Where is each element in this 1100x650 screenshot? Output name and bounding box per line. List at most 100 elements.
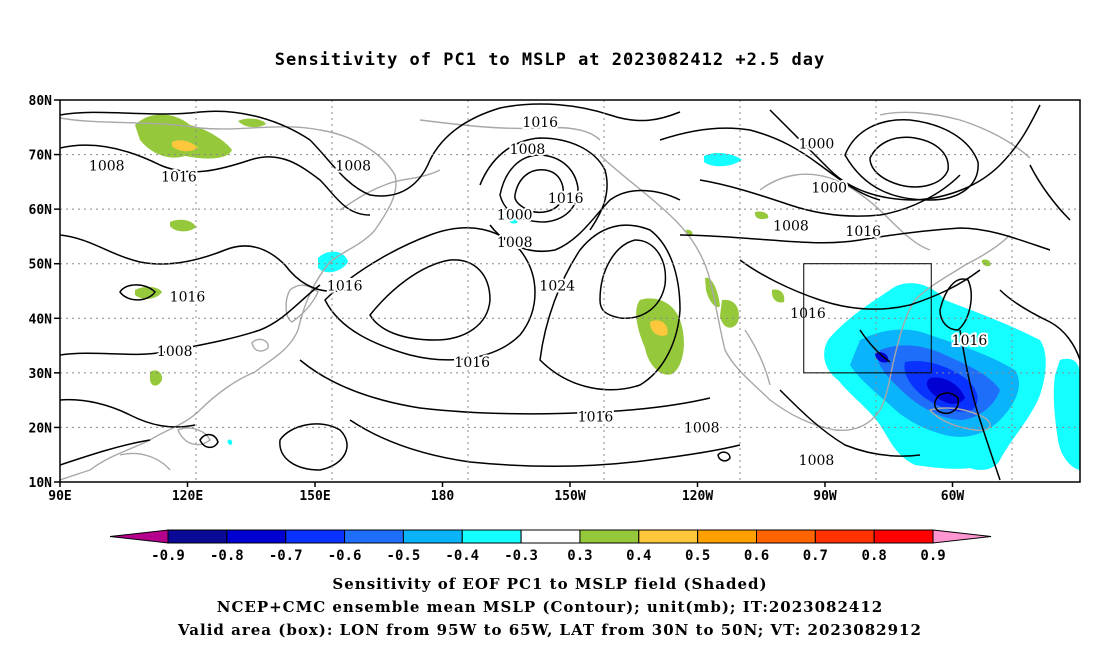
contour-label: 1016 xyxy=(170,289,206,305)
colorbar-swatch xyxy=(285,529,346,544)
isobar xyxy=(1029,164,1071,221)
isobar xyxy=(679,227,1051,251)
colorbar-swatch xyxy=(638,529,699,544)
contour-label: 1016 xyxy=(952,333,988,349)
shade-positive xyxy=(172,140,198,152)
coastline xyxy=(177,427,211,446)
contour-label: 1000 xyxy=(799,137,835,153)
lat-tick-label: 60N xyxy=(29,203,53,218)
shade-positive xyxy=(135,114,232,159)
shade-negative xyxy=(1053,358,1080,470)
caption-line-2: NCEP+CMC ensemble mean MSLP (Contour); u… xyxy=(216,598,884,616)
colorbar-swatch xyxy=(461,529,522,544)
lat-tick-label: 80N xyxy=(29,94,53,109)
isobar xyxy=(514,169,564,213)
colorbar-swatch xyxy=(697,529,758,544)
contour-label: 1016 xyxy=(548,191,584,207)
colorbar-label: -0.3 xyxy=(504,548,538,564)
contour-label: 1016 xyxy=(845,224,881,240)
colorbar-label: 0.7 xyxy=(803,548,828,564)
colorbar-label: -0.8 xyxy=(210,548,244,564)
contour-label: 1008 xyxy=(799,453,835,469)
colorbar-low-triangle xyxy=(109,529,169,544)
colorbar-label: -0.7 xyxy=(269,548,303,564)
colorbar-swatch xyxy=(344,529,404,544)
colorbar-swatch xyxy=(579,529,640,544)
contour-label: 1008 xyxy=(510,142,546,158)
shade-positive xyxy=(754,211,769,220)
colorbar-swatch xyxy=(402,529,463,544)
isobar xyxy=(499,154,579,223)
coastline xyxy=(251,338,269,352)
page-title: Sensitivity of PC1 to MSLP at 2023082412… xyxy=(274,50,826,70)
lon-tick-label: 120W xyxy=(682,489,713,504)
grid-layer xyxy=(60,100,1080,482)
isobar xyxy=(324,227,536,361)
coastline xyxy=(879,111,1031,159)
isobar xyxy=(659,127,881,201)
shade-positive xyxy=(981,259,991,267)
isobar xyxy=(959,329,1001,481)
caption-line-1: Sensitivity of EOF PC1 to MSLP field (Sh… xyxy=(332,575,768,593)
contour-label: 1008 xyxy=(684,420,720,436)
lon-tick-label: 180 xyxy=(431,489,455,504)
colorbar-label: 0.3 xyxy=(567,548,592,564)
coastline xyxy=(419,119,601,141)
colorbar-label: 0.6 xyxy=(744,548,769,564)
colorbar-label: 0.9 xyxy=(920,548,945,564)
shade-positive xyxy=(650,320,668,336)
isobar xyxy=(60,110,431,197)
isobar xyxy=(60,284,321,356)
lon-tick-label: 90W xyxy=(813,489,837,504)
lon-tick-label: 120E xyxy=(172,489,203,504)
shade-positive xyxy=(720,299,739,328)
caption-line-3: Valid area (box): LON from 95W to 65W, L… xyxy=(178,621,922,639)
lon-tick-label: 90E xyxy=(48,489,71,504)
isobar xyxy=(779,389,921,457)
coastline xyxy=(339,169,441,211)
isobar xyxy=(60,144,371,216)
contour-label: 1008 xyxy=(773,219,809,235)
contour-label: 1016 xyxy=(578,410,614,426)
lat-tick-label: 70N xyxy=(29,149,53,164)
shade-positive xyxy=(636,298,684,375)
isobar xyxy=(539,224,681,391)
isobar xyxy=(279,423,348,471)
isobar xyxy=(939,278,972,331)
coastline-layer xyxy=(60,111,1031,481)
colorbar-swatch xyxy=(873,529,934,544)
colorbar: -0.9 -0.8 -0.7 -0.6 -0.5 -0.4 -0.3 0.3 0.4 0.5 0.6… xyxy=(109,529,992,564)
lon-tick-label: 60W xyxy=(941,489,965,504)
colorbar-swatch xyxy=(520,529,581,544)
colorbar-swatch xyxy=(167,529,228,544)
isobar xyxy=(489,189,681,252)
lat-tick-label: 40N xyxy=(29,312,53,327)
isobar xyxy=(199,433,219,449)
valid-area-box xyxy=(803,263,932,374)
isobar xyxy=(739,259,981,310)
isobar xyxy=(60,439,151,466)
colorbar-swatch xyxy=(814,529,875,544)
shade-positive xyxy=(238,118,266,128)
colorbar-label: -0.4 xyxy=(445,548,479,564)
valid-area-box-layer xyxy=(803,263,932,374)
colorbar-high-triangle xyxy=(932,529,992,544)
contour-label: 1008 xyxy=(157,344,193,360)
lon-tick-label: 150W xyxy=(554,489,585,504)
colorbar-label: -0.6 xyxy=(328,548,362,564)
shade-negative xyxy=(507,214,518,224)
isobar xyxy=(349,419,741,468)
isobar xyxy=(934,392,959,414)
colorbar-swatch xyxy=(226,529,287,544)
isobar xyxy=(859,329,891,363)
shade-positive xyxy=(771,289,785,303)
isobar xyxy=(60,398,196,428)
isobar xyxy=(717,451,731,462)
contour-label: 1024 xyxy=(539,279,575,295)
coastline xyxy=(744,329,771,386)
lat-tick-label: 50N xyxy=(29,258,53,273)
shade-positive xyxy=(170,219,196,232)
lat-tick-label: 30N xyxy=(29,367,53,382)
